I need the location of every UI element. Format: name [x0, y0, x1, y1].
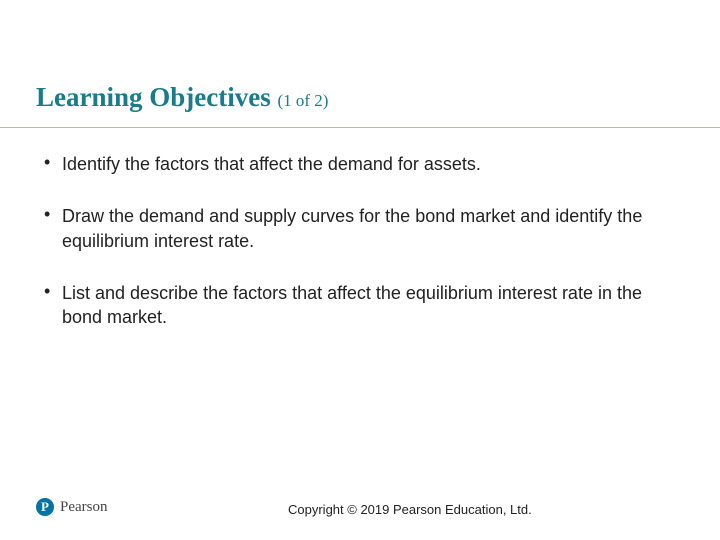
copyright-text: Copyright © 2019 Pearson Education, Ltd. — [288, 502, 532, 517]
logo-badge-letter: P — [41, 499, 49, 515]
list-item: Identify the factors that affect the dem… — [44, 152, 684, 176]
list-item: Draw the demand and supply curves for th… — [44, 204, 684, 253]
title-main: Learning Objectives — [36, 82, 271, 112]
pearson-logo: P Pearson — [36, 498, 108, 516]
title-divider — [0, 127, 720, 128]
bullet-list: Identify the factors that affect the dem… — [44, 152, 684, 357]
bullet-text: List and describe the factors that affec… — [62, 283, 642, 327]
logo-text: Pearson — [60, 499, 108, 516]
slide-title: Learning Objectives (1 of 2) — [36, 82, 328, 113]
bullet-text: Draw the demand and supply curves for th… — [62, 206, 642, 250]
bullet-text: Identify the factors that affect the dem… — [62, 154, 481, 174]
title-sub: (1 of 2) — [277, 91, 328, 110]
logo-badge-icon: P — [36, 498, 54, 516]
slide: Learning Objectives (1 of 2) Identify th… — [0, 0, 720, 540]
list-item: List and describe the factors that affec… — [44, 281, 684, 330]
